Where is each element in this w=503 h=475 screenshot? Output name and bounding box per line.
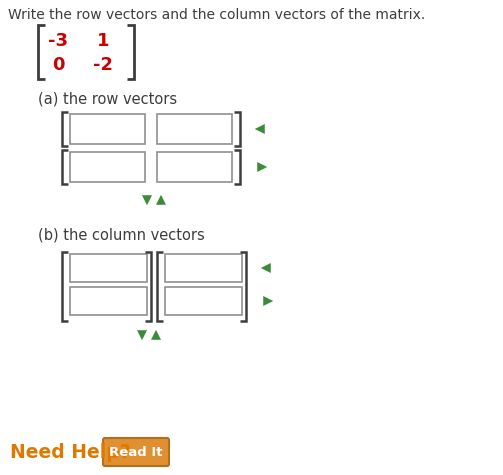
Bar: [165, 287, 242, 315]
Bar: [70, 152, 145, 182]
Bar: [157, 114, 232, 144]
Text: (a) the row vectors: (a) the row vectors: [38, 92, 177, 107]
Text: Need Help?: Need Help?: [10, 443, 131, 462]
Bar: [70, 254, 147, 282]
Text: (b) the column vectors: (b) the column vectors: [38, 228, 205, 243]
FancyBboxPatch shape: [103, 438, 169, 466]
Bar: [70, 114, 145, 144]
Text: Write the row vectors and the column vectors of the matrix.: Write the row vectors and the column vec…: [8, 8, 425, 22]
Bar: [165, 254, 242, 282]
Bar: [70, 287, 147, 315]
Text: 0: 0: [52, 56, 64, 74]
Text: -2: -2: [93, 56, 113, 74]
Text: 1: 1: [97, 32, 109, 50]
Text: -3: -3: [48, 32, 68, 50]
Bar: [157, 152, 232, 182]
Text: Read It: Read It: [109, 446, 163, 458]
